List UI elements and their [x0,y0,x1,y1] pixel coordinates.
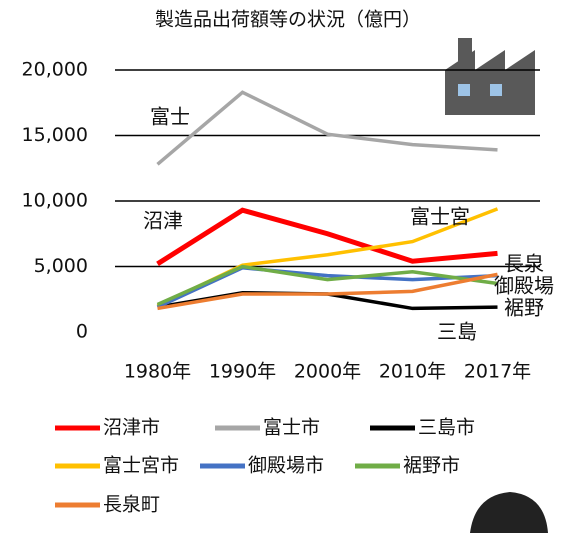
x-tick-label: 1980年 [124,361,191,383]
legend-label: 長泉町 [103,494,160,516]
annotation: 長泉 [504,252,544,276]
chart-title: 製造品出荷額等の状況（億円） [155,9,421,31]
y-tick-label: 5,000 [34,255,88,277]
person-photo [470,492,548,533]
x-tick-label: 2017年 [464,361,531,383]
chart: 製造品出荷額等の状況（億円） 0 5,000 10,000 15,000 20,000 1… [0,0,565,533]
y-tick-label: 0 [76,321,88,343]
legend-label: 御殿場市 [248,455,324,477]
legend-label: 裾野市 [403,455,460,477]
factory-icon [440,38,540,122]
legend-label: 富士市 [263,417,320,439]
annotation: 御殿場 [494,274,554,298]
y-tick-label: 20,000 [22,59,88,81]
legend-label: 三島市 [418,417,475,439]
x-tick-label: 2010年 [379,361,446,383]
annotation: 三島 [437,320,477,344]
y-tick-label: 15,000 [22,124,88,146]
annotation: 富士宮 [410,205,470,229]
annotation: 裾野 [504,296,544,320]
x-tick-label: 2000年 [294,361,361,383]
legend-label: 富士宮市 [103,455,179,477]
annotation: 富士 [150,105,190,129]
x-tick-label: 1990年 [209,361,276,383]
y-tick-label: 10,000 [22,190,88,212]
legend-label: 沼津市 [103,417,160,439]
annotation: 沼津 [143,209,183,233]
